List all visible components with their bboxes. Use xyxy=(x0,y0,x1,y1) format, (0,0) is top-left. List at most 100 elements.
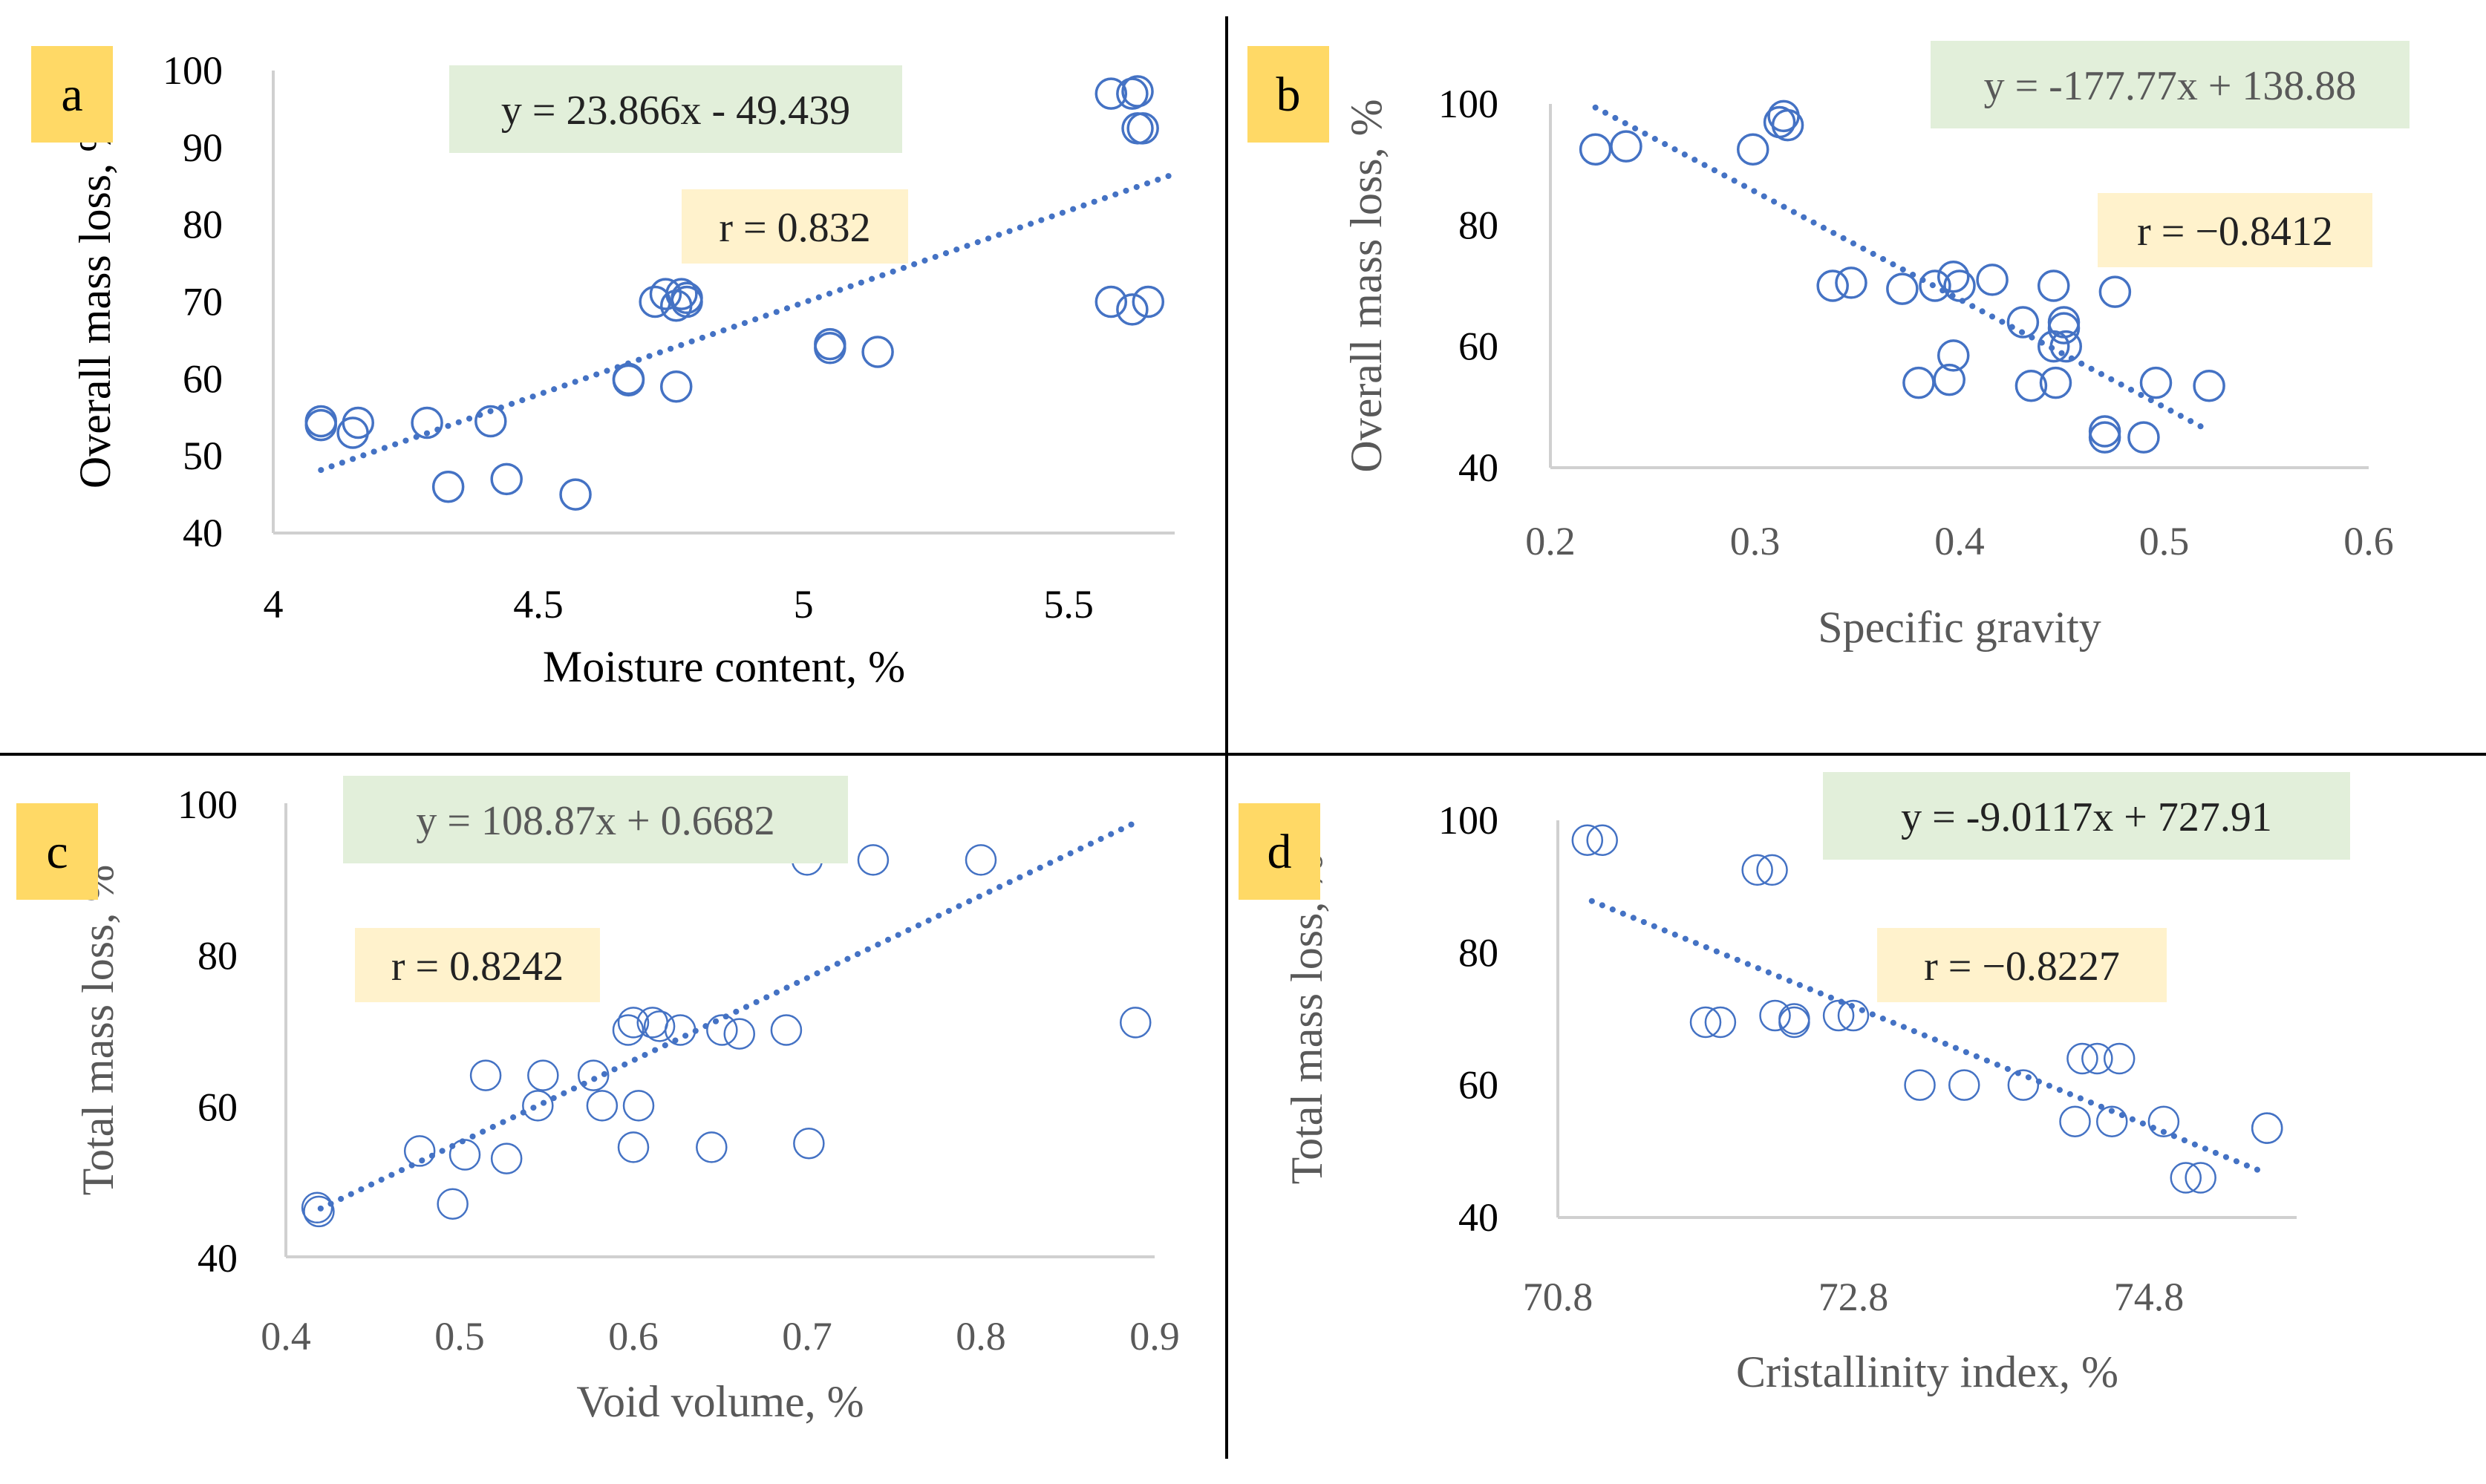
data-point xyxy=(1822,999,1855,1032)
data-point xyxy=(664,1014,696,1046)
x-tick-label: 0.6 xyxy=(2343,519,2394,563)
data-point xyxy=(522,1090,554,1122)
y-tick-label: 100 xyxy=(163,48,223,93)
x-axis-label: Moisture content, % xyxy=(543,642,905,691)
data-point xyxy=(814,332,846,365)
data-point xyxy=(577,1059,610,1091)
y-axis-label: Overall mass loss, % xyxy=(71,115,120,488)
x-tick-label: 0.9 xyxy=(1129,1314,1180,1359)
x-tick-label: 4 xyxy=(264,582,284,627)
y-axis-label: Total mass loss, % xyxy=(1282,854,1331,1185)
data-point xyxy=(2006,306,2040,339)
data-point xyxy=(1771,108,1804,142)
data-point xyxy=(1937,339,1970,372)
data-point xyxy=(622,1090,655,1122)
data-point xyxy=(671,285,703,318)
panel-label: b xyxy=(1276,68,1301,122)
x-tick-label: 0.3 xyxy=(1730,519,1781,563)
x-tick-label: 0.5 xyxy=(434,1314,485,1359)
data-point xyxy=(861,336,894,368)
x-tick-label: 0.7 xyxy=(782,1314,832,1359)
trendline-equation: y = -177.77x + 138.88 xyxy=(1984,63,2357,109)
trendline-equation: y = 108.87x + 0.6682 xyxy=(416,798,774,844)
data-point xyxy=(303,1195,335,1228)
data-point xyxy=(2127,421,2160,454)
panel-label-box xyxy=(1247,46,1329,143)
data-point xyxy=(2066,1042,2098,1075)
data-point xyxy=(1759,999,1791,1032)
y-axis-label: Overall mass loss, % xyxy=(1342,99,1391,472)
y-tick-label: 80 xyxy=(183,203,223,247)
data-point xyxy=(1933,363,1965,396)
data-point xyxy=(431,470,465,503)
data-point xyxy=(643,1010,676,1042)
data-point xyxy=(770,1014,803,1046)
data-point xyxy=(706,1014,738,1046)
correlation-coefficient: r = −0.8227 xyxy=(1924,944,2120,990)
panel-label: d xyxy=(1268,825,1292,879)
data-point xyxy=(965,844,997,876)
y-tick-label: 100 xyxy=(177,782,238,827)
data-point xyxy=(1937,261,1970,293)
data-point xyxy=(304,405,338,438)
data-point xyxy=(1121,75,1154,108)
panel-label-box xyxy=(16,803,98,900)
data-point xyxy=(342,406,375,439)
data-point xyxy=(793,1128,825,1160)
data-point xyxy=(1689,1006,1722,1039)
data-point xyxy=(1741,854,1773,886)
data-point xyxy=(2047,312,2081,344)
data-point xyxy=(1610,130,1642,163)
x-tick-label: 72.8 xyxy=(1818,1275,1889,1319)
data-point xyxy=(857,844,890,876)
data-point xyxy=(1919,269,1951,302)
correlation-box xyxy=(2098,193,2372,267)
trendline-equation: y = -9.0117x + 727.91 xyxy=(1901,794,2272,840)
data-point xyxy=(2170,1162,2202,1194)
data-point xyxy=(1976,264,2009,296)
y-tick-label: 80 xyxy=(198,934,238,978)
data-point xyxy=(1116,293,1149,326)
data-point xyxy=(2139,366,2173,399)
y-tick-label: 40 xyxy=(1458,1195,1498,1240)
data-point xyxy=(1704,1006,1737,1039)
data-point xyxy=(1571,824,1604,856)
trendline xyxy=(318,171,1178,474)
x-tick-label: 5.5 xyxy=(1043,582,1094,627)
data-point xyxy=(2007,1069,2040,1101)
panel-label-box xyxy=(31,46,113,143)
equation-box xyxy=(343,776,848,863)
data-point xyxy=(2147,1105,2180,1137)
y-tick-label: 100 xyxy=(1438,798,1498,843)
correlation-box xyxy=(1877,928,2167,1002)
correlation-coefficient: r = 0.832 xyxy=(719,205,870,251)
x-tick-label: 0.5 xyxy=(2139,519,2190,563)
data-point xyxy=(1132,285,1165,318)
data-point xyxy=(403,1135,436,1167)
y-tick-label: 60 xyxy=(1458,324,1498,369)
panel-a-scatter-chart: 40 50 60 70 80 90 100 4 4.5 5 5.5 Moisture content,… xyxy=(31,46,1178,691)
correlation-box xyxy=(682,189,908,264)
data-point xyxy=(474,405,507,438)
y-tick-label: 50 xyxy=(183,434,223,478)
data-point xyxy=(2014,370,2048,402)
data-point xyxy=(1943,269,1976,302)
x-tick-label: 0.8 xyxy=(956,1314,1006,1359)
data-point xyxy=(1756,854,1788,886)
data-point xyxy=(649,278,682,310)
data-point xyxy=(586,1090,619,1122)
data-point xyxy=(723,1018,755,1050)
equation-box xyxy=(1931,41,2410,128)
data-point xyxy=(437,1188,469,1220)
trendline-equation: y = 23.866x - 49.439 xyxy=(501,88,850,134)
data-point xyxy=(1586,824,1618,856)
data-point xyxy=(1835,267,1867,299)
equation-box xyxy=(449,65,902,153)
trendline xyxy=(1592,104,2213,434)
x-axis-label: Void volume, % xyxy=(576,1377,864,1426)
data-point xyxy=(1736,133,1769,166)
data-point xyxy=(1120,1007,1152,1039)
panel-c-scatter-chart: 40 60 80 100 0.4 0.5 0.6 0.7 0.8 0.9 Void volume, … xyxy=(16,776,1180,1426)
data-point xyxy=(1094,77,1128,110)
data-point xyxy=(612,1014,645,1046)
